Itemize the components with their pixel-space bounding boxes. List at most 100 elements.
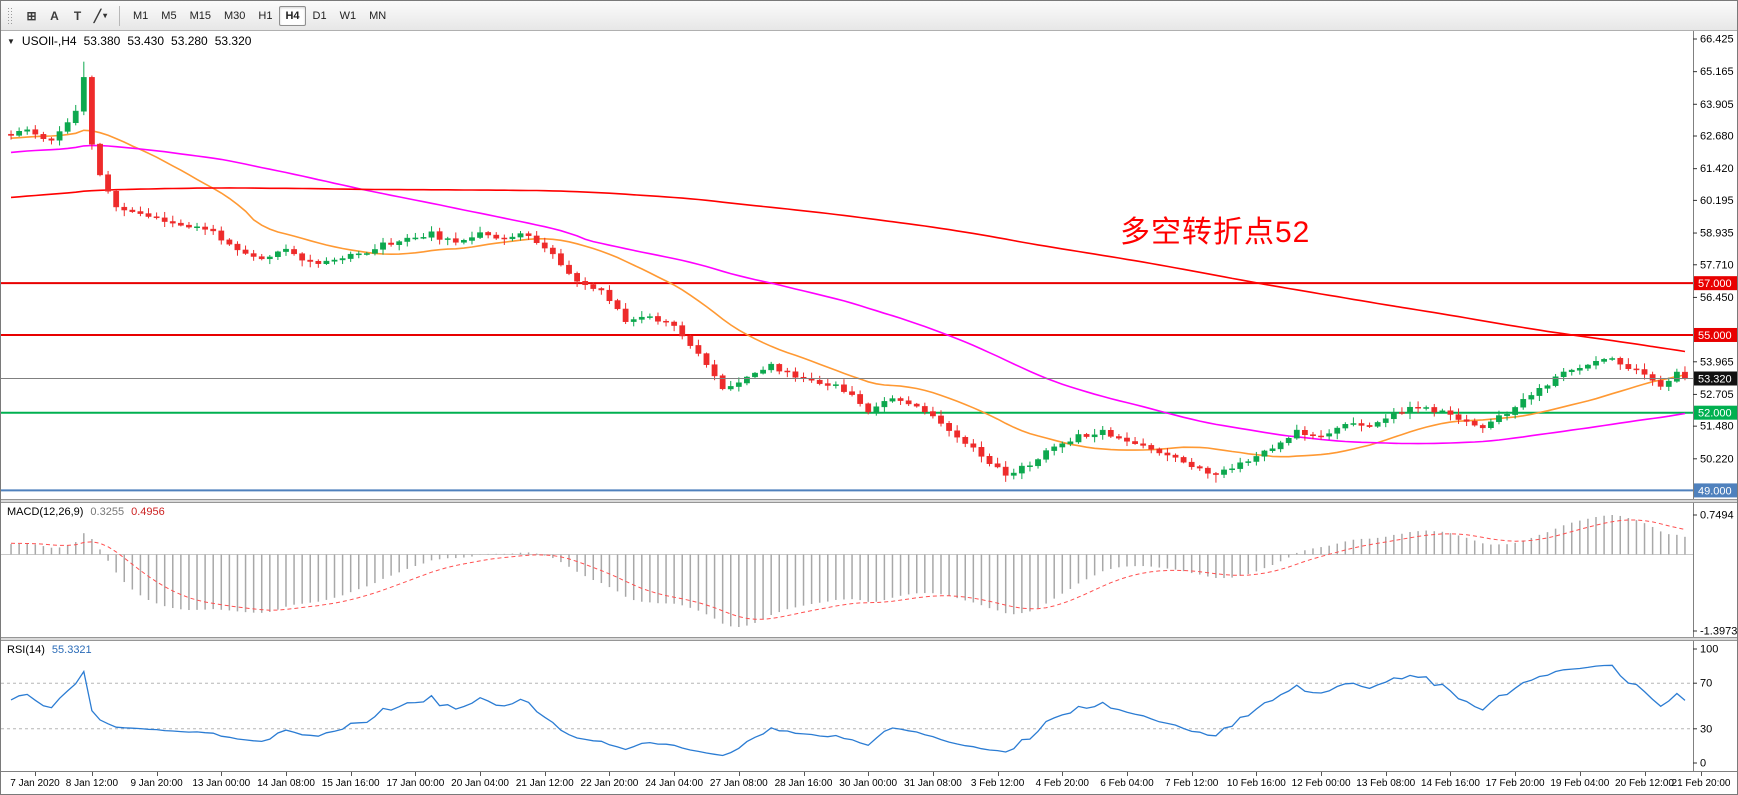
ohlc-low: 53.280	[171, 34, 208, 48]
rsi-indicator-canvas[interactable]: 100 70 30 0	[1, 641, 1738, 771]
toolbar-separator	[119, 5, 120, 26]
macd-indicator-canvas[interactable]: 0.7494 -1.3973	[1, 503, 1738, 637]
time-label: 9 Jan 20:00	[130, 778, 183, 789]
time-tick	[35, 772, 36, 776]
toolbar-grip[interactable]	[7, 6, 13, 25]
price-tick-label: 53.965	[1700, 356, 1734, 368]
time-label: 7 Feb 12:00	[1164, 778, 1219, 789]
price-tick-label: 51.480	[1700, 421, 1734, 433]
draw-tool-icon: ╱	[93, 8, 102, 23]
svg-text:55.000: 55.000	[1698, 330, 1732, 342]
time-tick	[221, 772, 223, 776]
time-label: 7 Jan 2020	[10, 778, 60, 789]
timeframe-mn-button[interactable]: MN	[369, 9, 387, 22]
time-tick	[868, 772, 870, 776]
price-badge-55.000[interactable]	[1694, 327, 1738, 342]
price-chart-canvas[interactable]: 66.425 65.165 63.905 62.680 61.420 60.195 58.9…	[1, 31, 1738, 499]
time-label: 17 Jan 00:00	[386, 778, 445, 789]
time-label: 31 Jan 08:00	[903, 778, 962, 789]
timeframe-m5-button[interactable]: M5	[161, 9, 177, 22]
time-tick	[1191, 772, 1193, 776]
chevron-down-icon: ▾	[103, 11, 108, 20]
sma200-line	[10, 187, 1686, 353]
time-label: 30 Jan 00:00	[839, 778, 898, 789]
chart-header: ▼ USOIl-,H4 53.380 53.430 53.280 53.320	[7, 34, 251, 48]
time-tick	[1256, 772, 1258, 776]
time-tick	[1321, 772, 1323, 776]
time-label: 4 Feb 20:00	[1035, 778, 1089, 789]
macd-signal-line	[10, 519, 1686, 620]
price-tick-label: 50.220	[1700, 453, 1734, 465]
time-label: 13 Feb 08:00	[1356, 778, 1416, 789]
timeframe-h4-button[interactable]: H4	[279, 5, 306, 26]
time-label: 24 Jan 04:00	[645, 778, 704, 789]
draw-tool-button[interactable]: ╱ ▾	[89, 5, 112, 27]
rsi-panel: 100 70 30 0 RSI(14) 55.3321	[1, 641, 1737, 771]
timeframe-m1-button[interactable]: M1	[133, 9, 149, 22]
rsi-scale-label: 70	[1700, 678, 1712, 690]
timeframe-w1-button[interactable]: W1	[339, 9, 357, 22]
time-tick	[997, 772, 999, 776]
sma62-line	[10, 144, 1686, 445]
time-label: 28 Jan 16:00	[774, 778, 833, 789]
time-tick	[1701, 772, 1702, 776]
crosshair-tool-icon: ⊞	[26, 8, 37, 23]
panel-splitter-2[interactable]	[1, 637, 1737, 641]
crosshair-tool-button[interactable]: ⊞	[20, 5, 43, 27]
timeframe-d1-button[interactable]: D1	[312, 9, 327, 22]
chart-collapse-icon[interactable]: ▼	[7, 36, 15, 46]
svg-text:49.000: 49.000	[1698, 485, 1732, 497]
time-label: 21 Feb 20:00	[1671, 778, 1731, 789]
time-label: 6 Feb 04:00	[1100, 778, 1154, 789]
time-label: 19 Feb 04:00	[1550, 778, 1610, 789]
rsi-scale-label: 0	[1700, 758, 1706, 770]
price-badge-49.000[interactable]	[1694, 483, 1738, 498]
text-tool-button[interactable]: T	[66, 5, 89, 27]
rsi-value: 55.3321	[51, 644, 92, 656]
price-tick-label: 60.195	[1700, 195, 1734, 207]
rsi-scale-label: 100	[1700, 644, 1718, 656]
current-price-badge[interactable]	[1694, 371, 1738, 386]
symbol-timeframe-label: USOIl-,H4	[21, 34, 77, 48]
time-label: 22 Jan 20:00	[580, 778, 639, 789]
price-badge-57.000[interactable]	[1694, 276, 1738, 291]
ohlc-close: 53.320	[214, 34, 252, 48]
time-tick	[1644, 772, 1646, 776]
time-tick	[1515, 772, 1517, 776]
time-tick	[1385, 772, 1387, 776]
timeframe-m15-button[interactable]: M15	[189, 9, 211, 22]
annotate-a-tool-button[interactable]: A	[43, 5, 66, 27]
time-tick	[285, 772, 287, 776]
time-tick	[480, 772, 482, 776]
sma21-line	[10, 129, 1686, 458]
time-label: 3 Feb 12:00	[970, 778, 1025, 789]
price-tick-label: 66.425	[1700, 34, 1734, 46]
price-tick-label: 58.935	[1700, 228, 1734, 240]
time-tick	[1062, 772, 1064, 776]
time-tick	[738, 772, 740, 776]
price-tick-label: 65.165	[1700, 66, 1734, 78]
time-label: 13 Jan 00:00	[192, 778, 251, 789]
svg-text:57.000: 57.000	[1698, 278, 1732, 290]
price-tick-label: 62.680	[1700, 131, 1734, 143]
timeframe-h1-button[interactable]: H1	[258, 9, 273, 22]
timeframe-m30-button[interactable]: M30	[223, 9, 246, 22]
macd-main-value: 0.3255	[90, 506, 125, 518]
time-label: 8 Jan 12:00	[65, 778, 119, 789]
time-tick	[609, 772, 611, 776]
timeframe-group: M1 M5 M15 M30 H1 H4 D1 W1 MN	[127, 5, 392, 26]
price-tick-label: 57.710	[1700, 259, 1734, 271]
time-label: 27 Jan 08:00	[709, 778, 768, 789]
chart-annotation-text[interactable]: 多空转折点52	[1120, 216, 1311, 249]
time-axis[interactable]: 7 Jan 2020 8 Jan 12:00 9 Jan 20:00 13 Jan 0…	[1, 771, 1737, 794]
panel-splitter-1[interactable]	[1, 499, 1737, 503]
time-tick	[803, 772, 805, 776]
price-badge-52.000[interactable]	[1694, 405, 1738, 420]
time-label: 10 Feb 16:00	[1226, 778, 1286, 789]
ohlc-high: 53.430	[127, 34, 165, 48]
text-tool-icon: T	[73, 8, 82, 23]
price-tick-label: 56.450	[1700, 292, 1734, 304]
price-tick-label: 61.420	[1700, 163, 1734, 175]
macd-signal-value: 0.4956	[131, 506, 165, 518]
